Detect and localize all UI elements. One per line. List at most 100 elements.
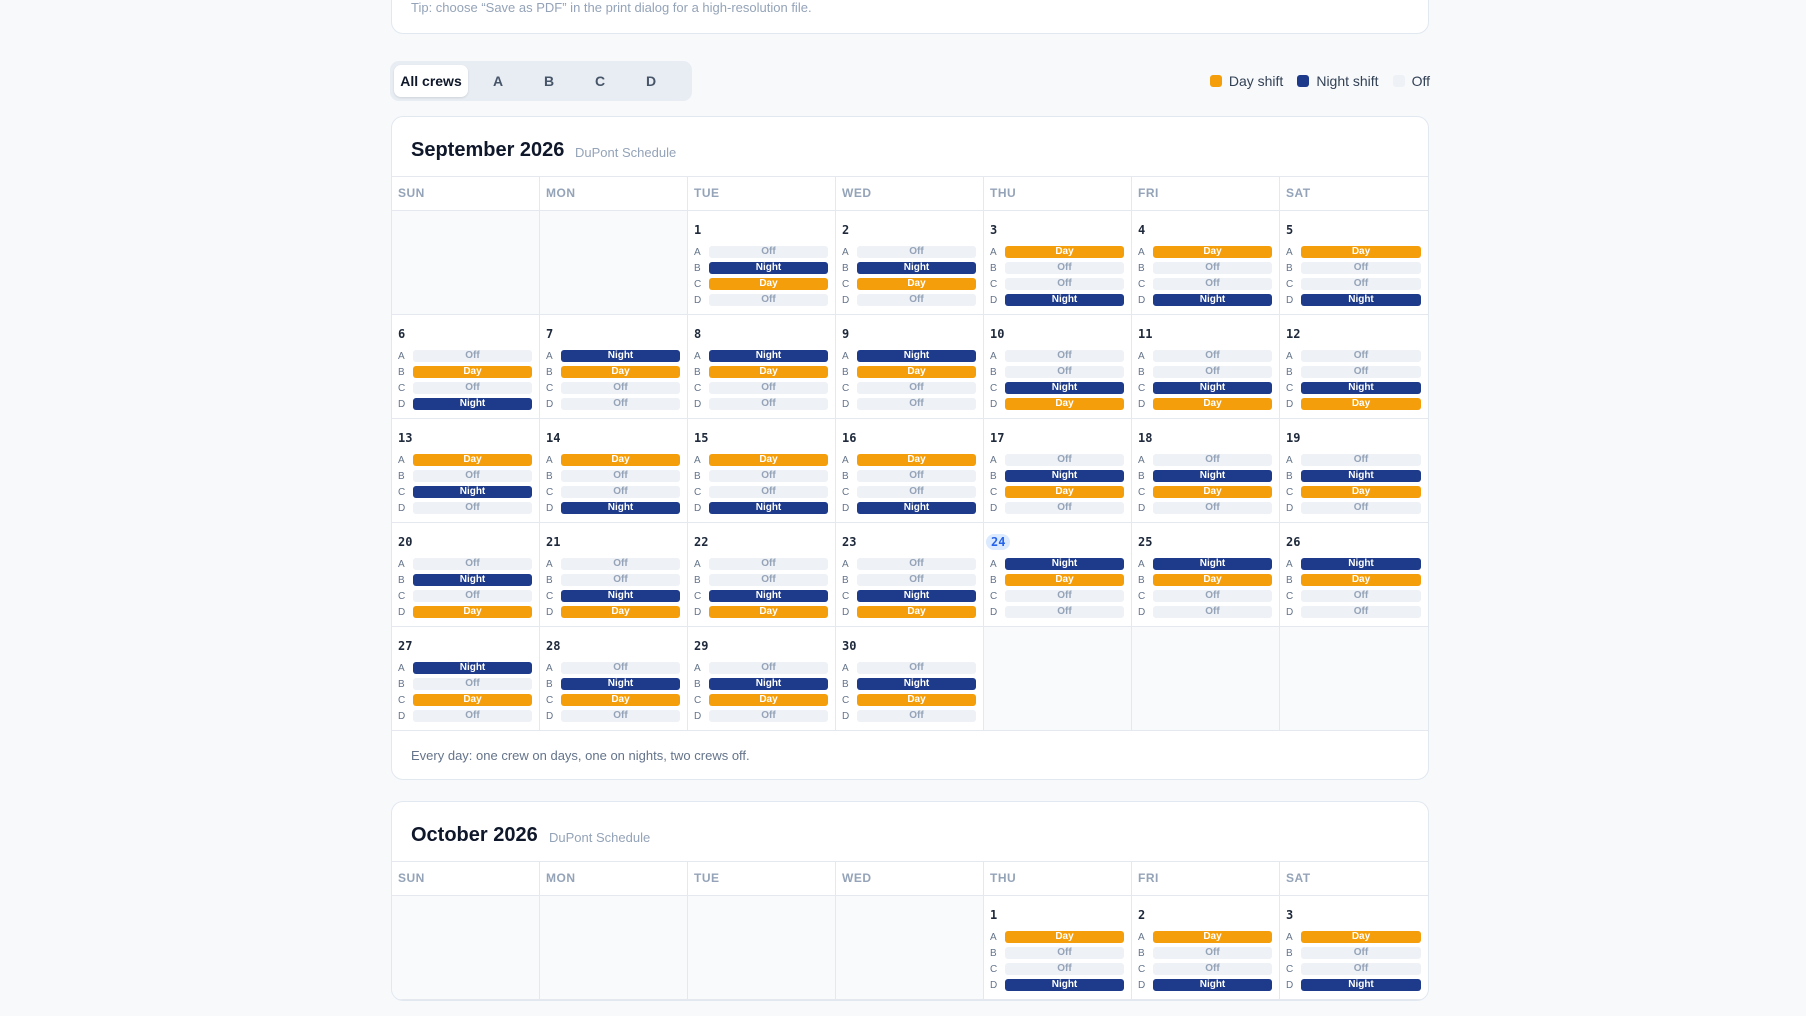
crew-shift-row: A Day — [398, 452, 533, 468]
crew-label: D — [546, 606, 554, 618]
day-cell[interactable]: 16 A Day B Off C Off D Night — [836, 419, 984, 523]
day-cell[interactable]: 21 A Off B Off C Night D Day — [540, 523, 688, 627]
day-cell[interactable]: 3 A Day B Off C Off D Night — [984, 211, 1132, 315]
crew-label: D — [694, 398, 702, 410]
weekday-label: WED — [836, 862, 984, 895]
filter-tab-d[interactable]: D — [645, 73, 657, 89]
day-cell[interactable]: 27 A Night B Off C Day D Off — [392, 627, 540, 731]
day-number: 7 — [546, 327, 554, 341]
legend-off: Off — [1392, 73, 1430, 89]
crew-shift-row: C Off — [1286, 961, 1422, 977]
empty-day-cell — [984, 627, 1132, 731]
crew-label: D — [694, 294, 702, 306]
day-cell[interactable]: 25 A Night B Day C Off D Off — [1132, 523, 1280, 627]
crew-shift-row: C Day — [694, 692, 829, 708]
crew-label: B — [990, 574, 997, 586]
today-day-number: 24 — [986, 534, 1125, 550]
crew-shift-row: C Day — [842, 276, 977, 292]
crew-shift-row: C Off — [694, 484, 829, 500]
crew-label: C — [1138, 278, 1146, 290]
filter-tab-c[interactable]: C — [594, 73, 606, 89]
crew-shift-row: C Off — [990, 961, 1125, 977]
filter-tab-all-crews[interactable]: All crews — [394, 65, 468, 97]
day-cell[interactable]: 19 A Off B Night C Day D Off — [1280, 419, 1428, 523]
day-cell[interactable]: 9 A Night B Day C Off D Off — [836, 315, 984, 419]
shift-pill-off: Off — [1153, 454, 1272, 466]
day-cell[interactable]: 23 A Off B Off C Night D Day — [836, 523, 984, 627]
crew-shift-row: C Day — [694, 276, 829, 292]
day-cell[interactable]: 2 A Off B Night C Day D Off — [836, 211, 984, 315]
day-cell[interactable]: 11 A Off B Off C Night D Day — [1132, 315, 1280, 419]
crew-shift-row: D Night — [546, 500, 681, 516]
day-number: 13 — [398, 431, 413, 445]
day-cell[interactable]: 3 A Day B Off C Off D Night — [1280, 896, 1428, 1000]
day-cell[interactable]: 15 A Day B Off C Off D Night — [688, 419, 836, 523]
crew-label: C — [1286, 278, 1294, 290]
day-cell[interactable]: 17 A Off B Night C Day D Off — [984, 419, 1132, 523]
day-cell[interactable]: 5 A Day B Off C Off D Night — [1280, 211, 1428, 315]
day-cell[interactable]: 14 A Day B Off C Off D Night — [540, 419, 688, 523]
crew-shift-row: A Off — [1286, 348, 1422, 364]
crew-label: D — [694, 502, 702, 514]
crew-label: D — [1138, 502, 1146, 514]
day-cell[interactable]: 4 A Day B Off C Off D Night — [1132, 211, 1280, 315]
day-cell[interactable]: 30 A Off B Night C Day D Off — [836, 627, 984, 731]
crew-shift-row: C Off — [842, 484, 977, 500]
shift-pill-off: Off — [561, 662, 680, 674]
crew-shift-row: B Off — [398, 676, 533, 692]
crew-shift-row: A Day — [990, 929, 1125, 945]
shift-pill-off: Off — [709, 558, 828, 570]
day-cell[interactable]: 29 A Off B Night C Day D Off — [688, 627, 836, 731]
crew-shift-row: C Night — [1286, 380, 1422, 396]
day-cell[interactable]: 7 A Night B Day C Off D Off — [540, 315, 688, 419]
day-cell[interactable]: 6 A Off B Day C Off D Night — [392, 315, 540, 419]
crew-shift-row: D Off — [1138, 604, 1273, 620]
shift-pill-off: Off — [561, 382, 680, 394]
crew-label: A — [694, 246, 701, 258]
shift-pill-off: Off — [561, 470, 680, 482]
day-number: 30 — [842, 639, 857, 653]
crew-shift-row: B Night — [842, 260, 977, 276]
crew-shift-row: C Day — [546, 692, 681, 708]
crew-label: C — [398, 486, 406, 498]
day-cell[interactable]: 8 A Night B Day C Off D Off — [688, 315, 836, 419]
shift-pill-night: Night — [1153, 470, 1272, 482]
filter-tab-a[interactable]: A — [492, 73, 504, 89]
day-number: 17 — [990, 431, 1005, 445]
crew-label: D — [1286, 398, 1294, 410]
crew-label: B — [842, 262, 849, 274]
day-cell[interactable]: 13 A Day B Off C Night D Off — [392, 419, 540, 523]
shift-pill-off: Off — [1301, 963, 1421, 975]
day-cell[interactable]: 22 A Off B Off C Night D Day — [688, 523, 836, 627]
crew-shift-row: A Off — [546, 660, 681, 676]
day-cell[interactable]: 1 A Off B Night C Day D Off — [688, 211, 836, 315]
day-cell[interactable]: 12 A Off B Off C Night D Day — [1280, 315, 1428, 419]
crew-label: C — [990, 486, 998, 498]
day-cell[interactable]: 2 A Day B Off C Off D Night — [1132, 896, 1280, 1000]
crew-shift-row: D Off — [1286, 604, 1422, 620]
crew-shift-row: C Night — [546, 588, 681, 604]
day-cell[interactable]: 20 A Off B Night C Off D Day — [392, 523, 540, 627]
day-cell[interactable]: 28 A Off B Night C Day D Off — [540, 627, 688, 731]
crew-label: A — [398, 662, 405, 674]
crew-label: D — [398, 710, 406, 722]
crew-label: B — [546, 366, 553, 378]
crew-shift-row: B Night — [398, 572, 533, 588]
crew-label: D — [546, 398, 554, 410]
day-cell[interactable]: 1 A Day B Off C Off D Night — [984, 896, 1132, 1000]
month-title: September 2026 — [411, 139, 565, 161]
crew-shift-row: C Off — [1138, 588, 1273, 604]
shift-pill-day: Day — [1301, 398, 1421, 410]
shift-pill-off: Off — [1301, 502, 1421, 514]
day-cell[interactable]: 10 A Off B Off C Night D Day — [984, 315, 1132, 419]
day-cell[interactable]: 18 A Off B Night C Day D Off — [1132, 419, 1280, 523]
day-cell[interactable]: 24 A Night B Day C Off D Off — [984, 523, 1132, 627]
filter-tab-b[interactable]: B — [543, 73, 555, 89]
shift-pill-off: Off — [709, 246, 828, 258]
day-cell[interactable]: 26 A Night B Day C Off D Off — [1280, 523, 1428, 627]
crew-shift-row: B Off — [1286, 260, 1422, 276]
weekday-label: TUE — [688, 177, 836, 210]
shift-pill-off: Off — [561, 558, 680, 570]
month-footer-note: Every day: one crew on days, one on nigh… — [411, 748, 750, 763]
shift-pill-night: Night — [1301, 979, 1421, 991]
